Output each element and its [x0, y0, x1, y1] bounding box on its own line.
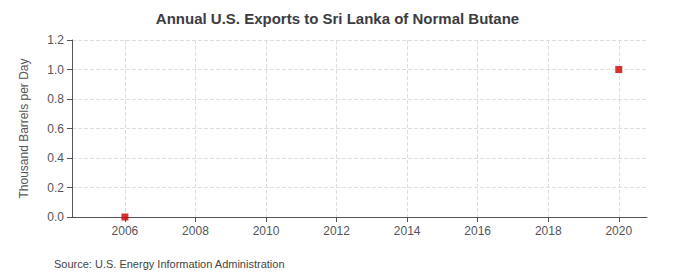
svg-text:2006: 2006 — [112, 224, 139, 238]
svg-text:0.4: 0.4 — [47, 151, 64, 165]
svg-text:0.0: 0.0 — [47, 210, 64, 224]
svg-text:2012: 2012 — [323, 224, 350, 238]
svg-text:0.2: 0.2 — [47, 181, 64, 195]
svg-text:2014: 2014 — [394, 224, 421, 238]
svg-text:0.8: 0.8 — [47, 92, 64, 106]
svg-text:0.6: 0.6 — [47, 122, 64, 136]
svg-text:2010: 2010 — [253, 224, 280, 238]
svg-text:2020: 2020 — [605, 224, 632, 238]
svg-text:2008: 2008 — [182, 224, 209, 238]
svg-text:2016: 2016 — [464, 224, 491, 238]
svg-text:Source: U.S. Energy Informatio: Source: U.S. Energy Information Administ… — [54, 258, 285, 270]
svg-text:2018: 2018 — [535, 224, 562, 238]
svg-text:1.0: 1.0 — [47, 63, 64, 77]
svg-text:Annual U.S. Exports to Sri Lan: Annual U.S. Exports to Sri Lanka of Norm… — [156, 10, 519, 27]
svg-text:1.2: 1.2 — [47, 33, 64, 47]
svg-text:Thousand Barrels per Day: Thousand Barrels per Day — [17, 58, 31, 198]
